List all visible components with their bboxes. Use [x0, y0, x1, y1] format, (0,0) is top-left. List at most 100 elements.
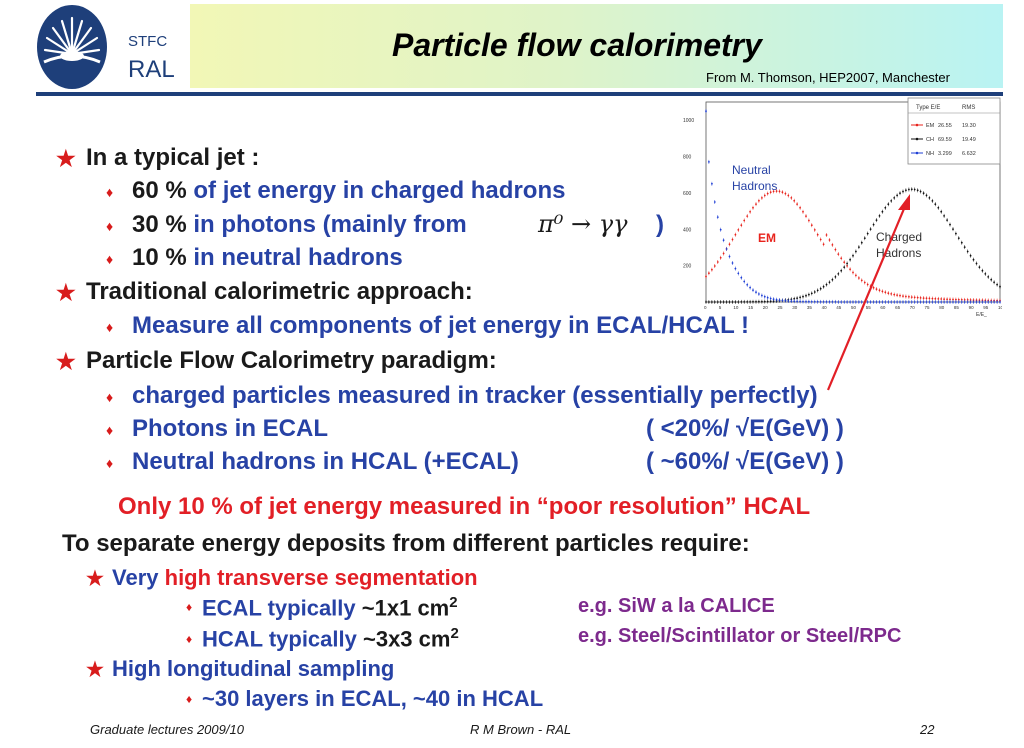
- plot-label-neutral-2: Hadrons: [732, 179, 777, 193]
- diamond-bullet-icon: ♦: [106, 251, 114, 267]
- legend-nh-mean: 3.299: [938, 151, 952, 157]
- particle-flow-item-3: Neutral hadrons in HCAL (+ECAL): [132, 448, 519, 475]
- ecal-segmentation: ECAL typically ~1x1 cm2: [202, 594, 458, 621]
- footer-course: Graduate lectures 2009/10: [90, 722, 244, 737]
- neutral-hadron-resolution: ( ~60%/ √E(GeV) ): [646, 448, 844, 475]
- plot-xlabel: E/E_: [976, 312, 987, 318]
- legend-em-mean: 26.55: [938, 123, 952, 129]
- diamond-bullet-icon: ♦: [106, 455, 114, 471]
- x-tick-label: 80: [939, 305, 945, 310]
- x-tick-label: 0: [704, 305, 707, 310]
- jet-item-2-pct: 30 %: [132, 211, 187, 238]
- particle-flow-heading: Particle Flow Calorimetry paradigm:: [86, 347, 497, 374]
- legend-header-rms: RMS: [962, 105, 975, 111]
- x-tick-label: 65: [895, 305, 901, 310]
- legend-ch-type: CH: [926, 137, 934, 143]
- y-tick-label: 600: [683, 191, 692, 197]
- x-tick-label: 95: [983, 305, 989, 310]
- footer-author: R M Brown - RAL: [470, 722, 572, 737]
- diamond-bullet-icon: ♦: [106, 184, 114, 200]
- x-tick-label: 55: [866, 305, 872, 310]
- pion-decay-formula: π⁰ → γγ: [538, 210, 628, 238]
- longitudinal-heading: High longitudinal sampling: [112, 656, 395, 681]
- x-tick-label: 75: [925, 305, 931, 310]
- jet-item-1: 60 % of jet energy in charged hadrons: [132, 177, 565, 205]
- legend-ch-rms: 19.49: [962, 137, 976, 143]
- traditional-heading: Traditional calorimetric approach:: [86, 278, 473, 305]
- slide-number: 22: [920, 722, 935, 737]
- source-citation: From M. Thomson, HEP2007, Manchester: [706, 70, 950, 85]
- traditional-item-1: Measure all components of jet energy in …: [132, 312, 749, 339]
- ecal-label: ECAL typically: [202, 595, 356, 621]
- diamond-bullet-icon: ♦: [186, 692, 193, 706]
- x-tick-label: 90: [969, 305, 975, 310]
- hcal-segmentation: HCAL typically ~3x3 cm2: [202, 625, 459, 652]
- ecal-size: ~1x1 cm: [361, 595, 450, 621]
- y-tick-label: 800: [683, 155, 692, 161]
- x-tick-label: 70: [910, 305, 916, 310]
- x-tick-label: 45: [836, 305, 842, 310]
- logo-stfc-text: STFC: [128, 33, 168, 50]
- x-tick-label: 10: [733, 305, 739, 310]
- separation-requirement: To separate energy deposits from differe…: [62, 530, 750, 557]
- y-tick-label: 400: [683, 227, 692, 233]
- diamond-bullet-icon: ♦: [106, 389, 114, 405]
- header-band: [190, 4, 1003, 88]
- slide-title: Particle flow calorimetry: [392, 27, 762, 63]
- hcal-size-exponent: 2: [450, 625, 459, 642]
- particle-flow-item-1: charged particles measured in tracker (e…: [132, 382, 818, 409]
- ecal-size-exponent: 2: [449, 594, 458, 611]
- legend-em-type: EM: [926, 123, 935, 129]
- hcal-size: ~3x3 cm: [362, 626, 451, 652]
- jet-heading: In a typical jet :: [86, 144, 260, 171]
- star-bullet-icon: ★: [86, 659, 104, 681]
- stfc-logo-icon: [37, 5, 107, 89]
- x-tick-label: 30: [792, 305, 798, 310]
- x-tick-label: 50: [851, 305, 857, 310]
- segmentation-text: high transverse segmentation: [164, 565, 478, 590]
- legend-nh-rms: 6.632: [962, 151, 976, 157]
- highlight-statement: Only 10 % of jet energy measured in “poo…: [118, 493, 811, 520]
- legend-ch-mean: 69.59: [938, 137, 952, 143]
- jet-item-2-close: ): [656, 211, 664, 238]
- energy-fraction-histogram: 1000 800 600 400 200 0 5 10 15 20 25 30 35 40 45 50 55 6…: [680, 96, 1002, 322]
- photon-resolution: ( <20%/ √E(GeV) ): [646, 415, 844, 442]
- jet-item-2: 30 % in photons (mainly from: [132, 211, 467, 239]
- plot-label-neutral-1: Neutral: [732, 163, 771, 177]
- star-bullet-icon: ★: [56, 349, 76, 374]
- y-tick-label: 1000: [683, 118, 694, 124]
- y-tick-label: 200: [683, 264, 692, 270]
- jet-item-3-text: in neutral hadrons: [193, 244, 403, 271]
- diamond-bullet-icon: ♦: [186, 600, 193, 614]
- x-tick-label: 20: [763, 305, 769, 310]
- diamond-bullet-icon: ♦: [106, 422, 114, 438]
- x-tick-label: 40: [822, 305, 828, 310]
- star-bullet-icon: ★: [56, 146, 76, 171]
- legend-header-type: Type E/E: [916, 105, 940, 111]
- legend-em-rms: 19.30: [962, 123, 976, 129]
- diamond-bullet-icon: ♦: [106, 218, 114, 234]
- star-bullet-icon: ★: [56, 280, 76, 305]
- star-bullet-icon: ★: [86, 568, 104, 590]
- header-divider: [36, 92, 1003, 96]
- diamond-bullet-icon: ♦: [106, 319, 114, 335]
- x-tick-label: 100: [998, 305, 1002, 310]
- segmentation-heading: Very high transverse segmentation: [112, 565, 478, 591]
- logo-ral-text: RAL: [128, 56, 175, 83]
- jet-item-2-text: in photons (mainly from: [193, 211, 467, 238]
- jet-item-1-text: of jet energy in charged hadrons: [193, 177, 566, 204]
- segmentation-prefix: Very: [112, 565, 159, 590]
- pointer-arrow-icon: [826, 194, 910, 391]
- jet-item-1-pct: 60 %: [132, 177, 187, 204]
- jet-item-3-pct: 10 %: [132, 244, 187, 271]
- x-tick-label: 85: [954, 305, 960, 310]
- x-tick-label: 15: [748, 305, 754, 310]
- x-tick-label: 5: [719, 305, 722, 310]
- plot-label-charged-1: Charged: [876, 230, 922, 244]
- plot-label-em: EM: [758, 231, 776, 245]
- jet-item-3: 10 % in neutral hadrons: [132, 244, 403, 272]
- legend-nh-type: NH: [926, 151, 934, 157]
- x-tick-label: 25: [778, 305, 784, 310]
- plot-legend: Type E/E RMS EM 26.55 19.30 CH 69.59 19.…: [907, 97, 1001, 165]
- layer-count: ~30 layers in ECAL, ~40 in HCAL: [202, 686, 544, 711]
